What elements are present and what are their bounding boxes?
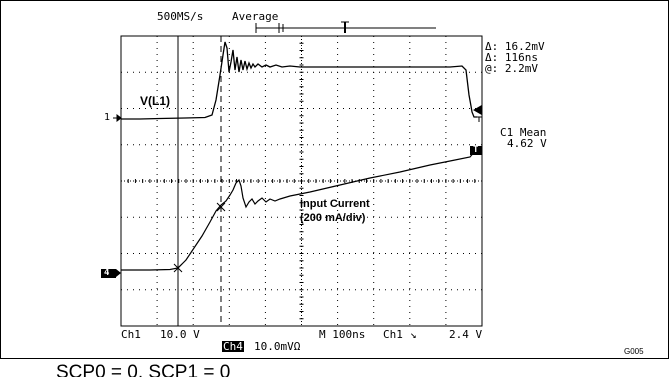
ch4-ground-arrow bbox=[116, 269, 121, 277]
trigger-level: 2.4 V bbox=[449, 328, 483, 341]
ch4-scale: 10.0mVΩ bbox=[254, 340, 301, 353]
center-axis bbox=[120, 35, 483, 327]
ch4-trace-label-line2: (200 mA/div) bbox=[300, 212, 366, 224]
trigger-block-marker bbox=[470, 146, 482, 155]
timebase: M 100ns bbox=[319, 328, 366, 341]
ch1-marker: 1 bbox=[104, 112, 111, 123]
ch4-name: Ch4 bbox=[222, 340, 244, 353]
sample-rate: 500MS/s bbox=[157, 10, 204, 23]
delta-voltage-readout: Δ: 16.2mV bbox=[485, 40, 545, 53]
ch4-trace-label-line1: Input Current bbox=[300, 198, 370, 210]
mean-title: C1 Mean bbox=[500, 126, 547, 139]
mean-value: 4.62 V bbox=[507, 137, 547, 150]
ch1-trace-label: V(L1) bbox=[140, 94, 170, 108]
ch4-ground-block bbox=[101, 269, 116, 278]
record-bracket bbox=[255, 21, 436, 33]
ch1-name: Ch1 bbox=[121, 328, 141, 341]
ch4-marker: 4 bbox=[104, 268, 110, 278]
trigger-marker: T bbox=[473, 145, 479, 155]
cursor-cross-marks bbox=[173, 202, 226, 273]
ch1-waveform bbox=[121, 41, 477, 120]
delta-time-readout: Δ: 116ns bbox=[485, 51, 538, 64]
acquisition-mode: Average bbox=[232, 10, 279, 23]
cutoff-heading: SCP0 = 0, SCP1 = 0 bbox=[56, 363, 231, 377]
ch1-scale: 10.0 V bbox=[160, 328, 200, 341]
ch1-ground-arrow bbox=[113, 114, 122, 122]
trigger-channel: Ch1 bbox=[383, 328, 403, 341]
trigger-slope-icon: ↘ bbox=[410, 328, 417, 341]
figure-id: G005 bbox=[624, 347, 644, 356]
trigger-level-marker bbox=[472, 105, 482, 122]
cursor-at-readout: @: 2.2mV bbox=[485, 62, 538, 75]
ch4-waveform bbox=[121, 149, 477, 271]
